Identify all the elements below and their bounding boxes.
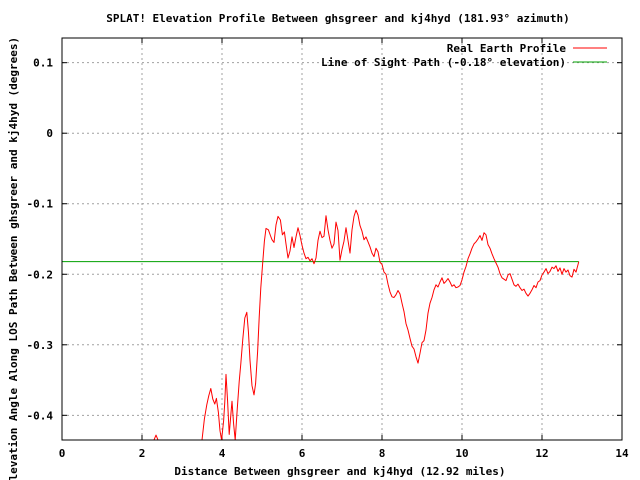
legend: Real Earth Profile Line of Sight Path (-… xyxy=(321,42,607,69)
y-tick-label: -0.4 xyxy=(27,409,54,422)
y-tick-label: 0 xyxy=(46,127,53,140)
chart-title: SPLAT! Elevation Profile Between ghsgree… xyxy=(106,12,570,25)
x-tick-label: 14 xyxy=(615,447,629,460)
x-tick-label: 0 xyxy=(59,447,66,460)
x-tick-label: 12 xyxy=(535,447,548,460)
plot-frame xyxy=(61,37,623,441)
y-tick-label: -0.1 xyxy=(27,198,54,211)
x-tick-label: 6 xyxy=(299,447,306,460)
legend-label-line-of-sight: Line of Sight Path (-0.18° elevation) xyxy=(321,56,566,69)
x-tick-label: 2 xyxy=(139,447,146,460)
x-axis-ticks: 0 2 4 6 8 10 12 14 xyxy=(59,38,629,460)
y-tick-label: -0.2 xyxy=(27,268,54,281)
plot-series xyxy=(62,209,580,440)
legend-label-real-earth-profile: Real Earth Profile xyxy=(447,42,567,55)
x-tick-label: 10 xyxy=(455,447,468,460)
grid-lines xyxy=(62,38,622,440)
y-tick-label: 0.1 xyxy=(33,57,53,70)
x-axis-label: Distance Between ghsgreer and kj4hyd (12… xyxy=(174,465,505,478)
x-tick-label: 4 xyxy=(219,447,226,460)
y-axis-ticks: 0.1 0 -0.1 -0.2 -0.3 -0.4 xyxy=(27,57,622,422)
y-axis-label: Elevation Angle Along LOS Path Between g… xyxy=(7,37,20,480)
x-tick-label: 8 xyxy=(379,447,386,460)
real-earth-profile-line xyxy=(153,209,580,440)
y-tick-label: -0.3 xyxy=(27,339,54,352)
